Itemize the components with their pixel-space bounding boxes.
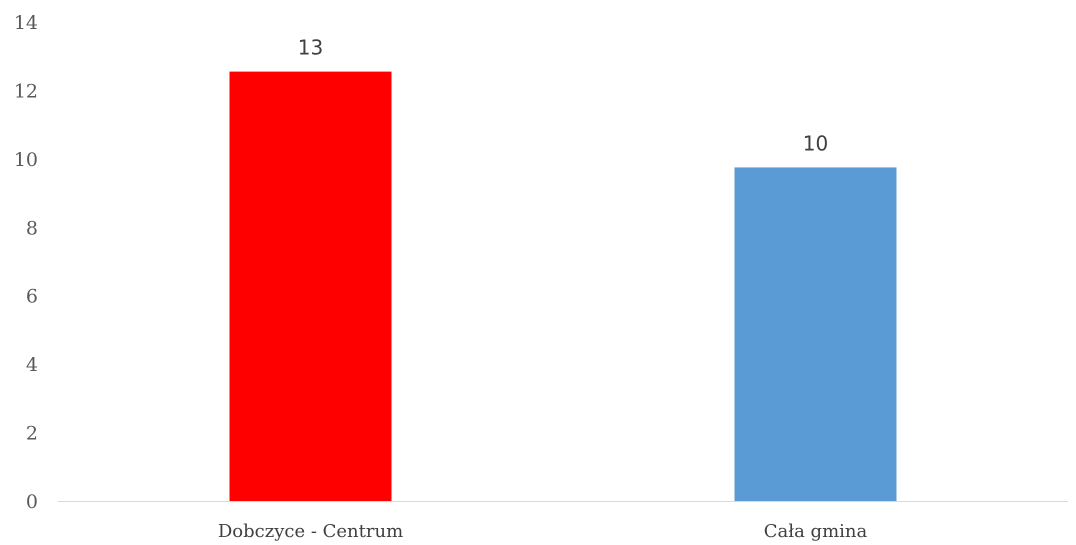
bars bbox=[229, 71, 897, 502]
data-label: 10 bbox=[803, 131, 828, 155]
category-label: Dobczyce - Centrum bbox=[218, 521, 403, 542]
bar bbox=[734, 167, 897, 502]
y-tick-label: 6 bbox=[26, 286, 38, 308]
y-tick-label: 8 bbox=[26, 217, 38, 239]
data-labels: 13 10 bbox=[298, 36, 828, 156]
y-tick-label: 4 bbox=[26, 354, 38, 376]
y-axis-ticks: 0 2 4 6 8 10 12 14 bbox=[14, 12, 38, 513]
y-tick-label: 14 bbox=[14, 12, 38, 34]
bar bbox=[229, 71, 392, 501]
y-tick-label: 0 bbox=[26, 491, 38, 513]
y-tick-label: 2 bbox=[26, 423, 38, 445]
category-labels: Dobczyce - Centrum Cała gmina bbox=[218, 521, 868, 542]
y-tick-label: 10 bbox=[14, 149, 38, 171]
data-label: 13 bbox=[298, 36, 323, 60]
category-label: Cała gmina bbox=[764, 521, 868, 542]
y-tick-label: 12 bbox=[14, 80, 38, 102]
